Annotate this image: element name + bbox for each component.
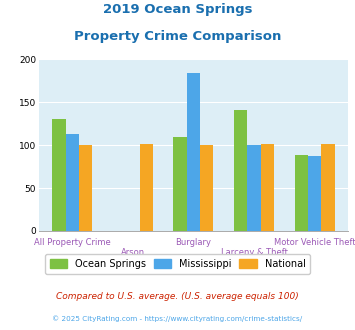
Bar — [140, 144, 153, 231]
Bar — [234, 110, 247, 231]
Text: Larceny & Theft: Larceny & Theft — [220, 248, 288, 257]
Bar — [200, 145, 213, 231]
Legend: Ocean Springs, Mississippi, National: Ocean Springs, Mississippi, National — [45, 254, 310, 274]
Bar — [53, 118, 66, 231]
Text: 2019 Ocean Springs: 2019 Ocean Springs — [103, 3, 252, 16]
Bar — [308, 156, 321, 231]
Bar — [261, 144, 274, 231]
Bar — [295, 155, 308, 231]
Text: Burglary: Burglary — [175, 238, 212, 247]
Text: Arson: Arson — [121, 248, 145, 257]
Bar — [174, 137, 187, 231]
Text: © 2025 CityRating.com - https://www.cityrating.com/crime-statistics/: © 2025 CityRating.com - https://www.city… — [53, 315, 302, 322]
Bar — [247, 145, 261, 231]
Bar — [79, 145, 92, 231]
Bar — [66, 134, 79, 231]
Text: Motor Vehicle Theft: Motor Vehicle Theft — [274, 238, 355, 247]
Bar — [187, 73, 200, 231]
Text: All Property Crime: All Property Crime — [34, 238, 111, 247]
Text: Compared to U.S. average. (U.S. average equals 100): Compared to U.S. average. (U.S. average … — [56, 292, 299, 301]
Text: Property Crime Comparison: Property Crime Comparison — [74, 30, 281, 43]
Bar — [321, 144, 334, 231]
